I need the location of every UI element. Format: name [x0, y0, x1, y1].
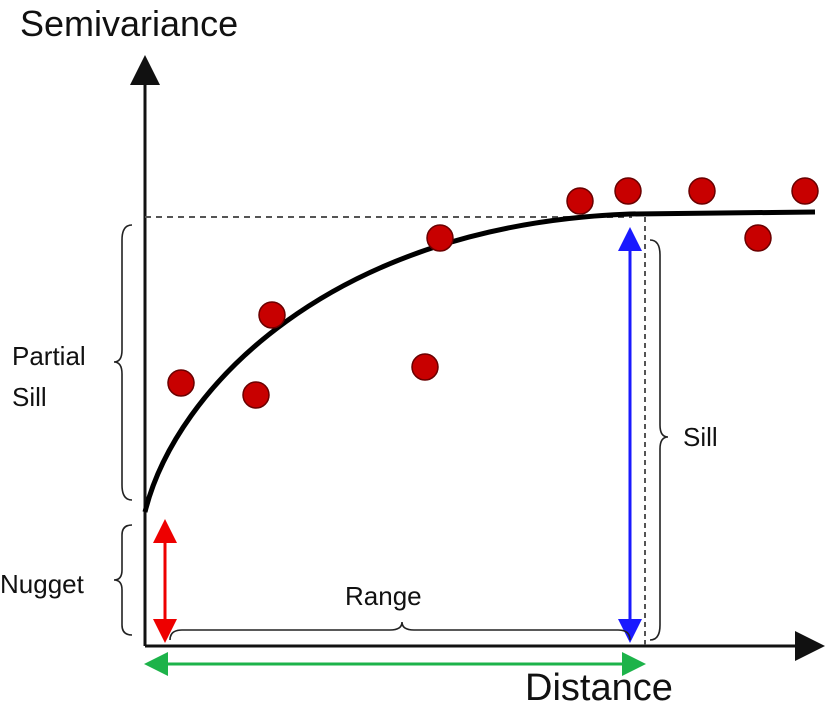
point: [688, 177, 716, 205]
point: [411, 353, 439, 381]
partial-sill-label: Partial: [12, 341, 86, 371]
range-brace: [169, 621, 631, 641]
point: [258, 301, 286, 329]
partial-sill-label: Sill: [12, 382, 47, 412]
sill-label: Sill: [683, 422, 718, 452]
partial-sill-brace: [113, 224, 133, 501]
sample-points: [167, 177, 819, 409]
point: [744, 224, 772, 252]
point: [791, 177, 819, 205]
point: [614, 177, 642, 205]
sill-brace: [649, 239, 669, 641]
point: [566, 187, 594, 215]
point: [167, 369, 195, 397]
point: [426, 224, 454, 252]
y-axis-label: Semivariance: [20, 3, 238, 44]
model-curve: [142, 209, 816, 513]
nugget-brace: [113, 524, 133, 636]
nugget-label: Nugget: [0, 569, 85, 599]
point: [242, 381, 270, 409]
x-axis-label: Distance: [525, 667, 673, 706]
range-label: Range: [345, 581, 422, 611]
